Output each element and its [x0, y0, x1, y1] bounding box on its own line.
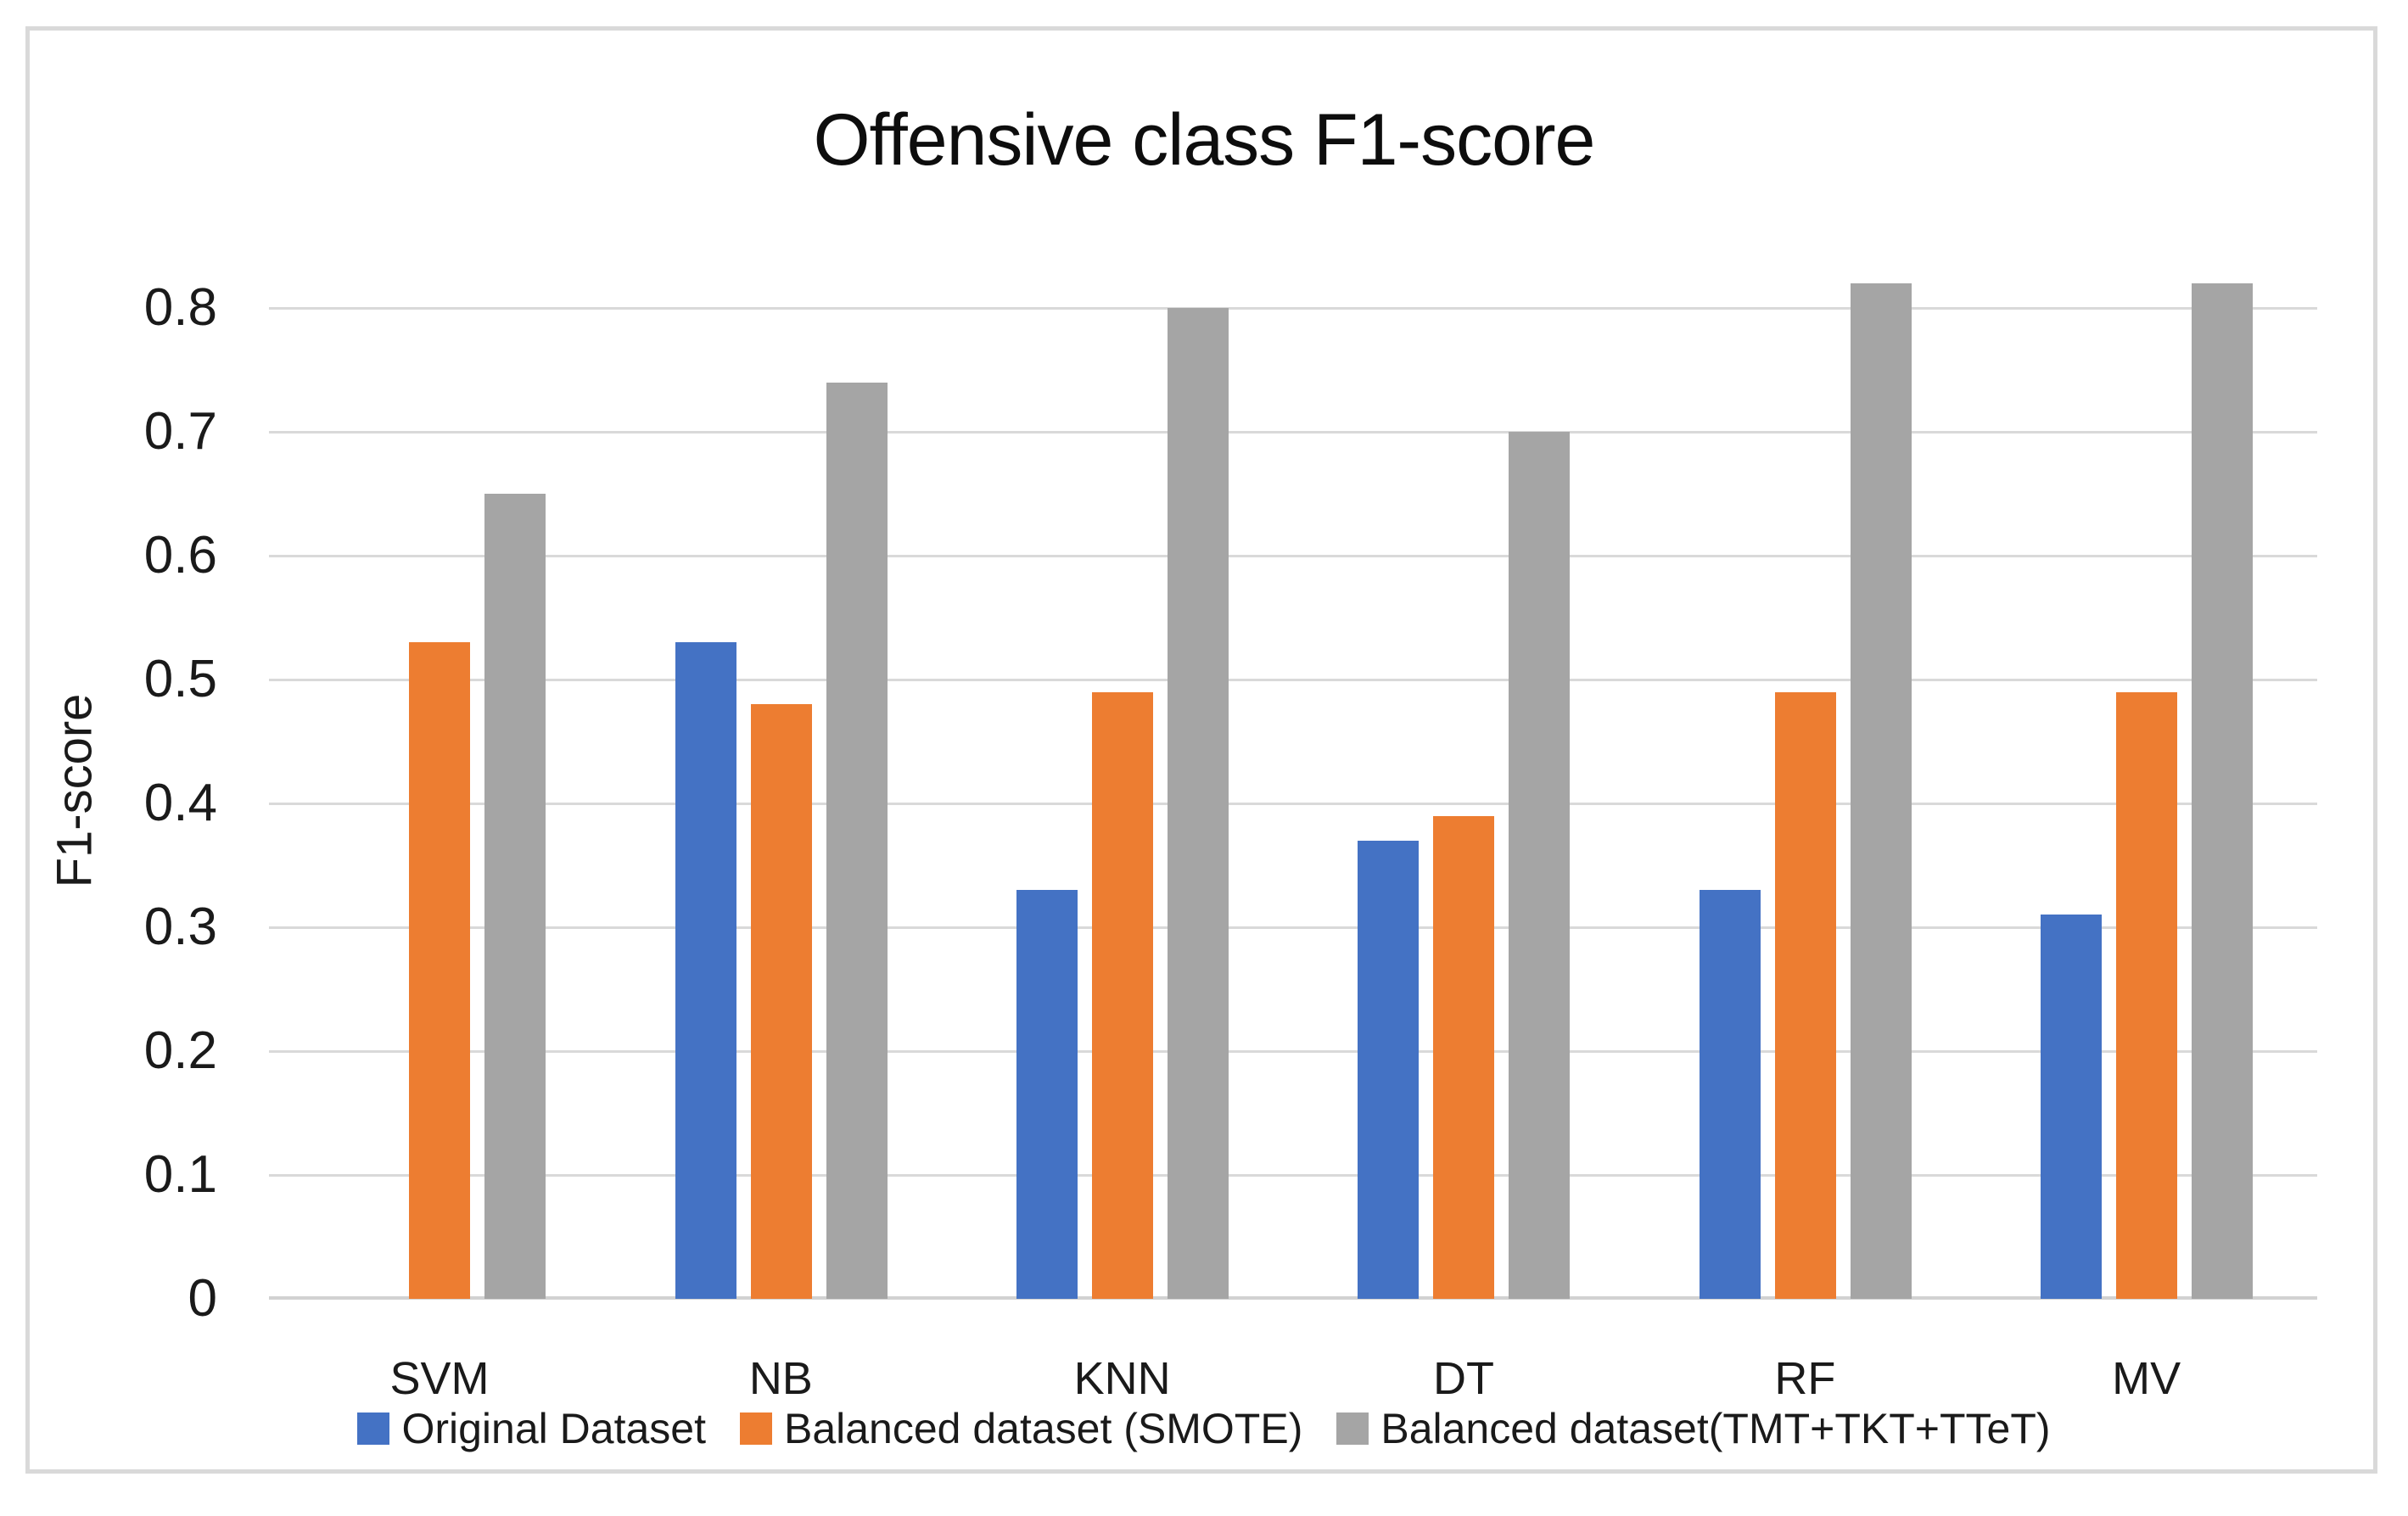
gridline — [269, 554, 2317, 557]
gridline — [269, 678, 2317, 681]
bar-svm-series2 — [409, 642, 471, 1299]
y-tick-label-0: 0 — [188, 1269, 217, 1328]
legend-item-series2: Balanced dataset (SMOTE) — [739, 1404, 1303, 1453]
bar-nb-series3 — [826, 382, 888, 1299]
chart-title: Offensive class F1-score — [813, 99, 1596, 181]
gridline — [269, 1049, 2317, 1053]
bar-dt-series3 — [1509, 432, 1571, 1299]
bar-mv-series1 — [2040, 915, 2102, 1299]
legend-item-series3: Balanced dataset(TMT+TKT+TTeT) — [1336, 1404, 2051, 1453]
legend-label: Balanced dataset(TMT+TKT+TTeT) — [1380, 1405, 2051, 1452]
x-category-label-nb: NB — [748, 1353, 813, 1404]
y-tick-label-0.2: 0.2 — [143, 1021, 217, 1081]
gridline — [269, 1173, 2317, 1177]
bar-rf-series3 — [1850, 283, 1912, 1299]
bar-rf-series2 — [1774, 691, 1836, 1299]
bar-dt-series2 — [1433, 815, 1495, 1299]
gridline — [269, 802, 2317, 805]
y-tick-label-0.4: 0.4 — [143, 774, 217, 833]
x-category-label-svm: SVM — [389, 1353, 490, 1404]
legend-swatch-icon — [357, 1413, 390, 1445]
x-category-label-knn: KNN — [1073, 1353, 1171, 1404]
legend-item-series1: Original Dataset — [357, 1404, 706, 1453]
bar-knn-series1 — [1016, 890, 1078, 1299]
gridline — [269, 306, 2317, 310]
y-tick-label-0.7: 0.7 — [143, 402, 217, 462]
bar-rf-series1 — [1699, 890, 1761, 1299]
y-tick-label-0.3: 0.3 — [143, 898, 217, 957]
x-axis-line — [269, 1296, 2317, 1300]
y-tick-label-0.6: 0.6 — [143, 526, 217, 585]
y-tick-label-0.1: 0.1 — [143, 1145, 217, 1205]
x-category-label-mv: MV — [2112, 1353, 2181, 1404]
y-tick-label-0.5: 0.5 — [143, 650, 217, 709]
legend-swatch-icon — [1336, 1413, 1369, 1445]
y-tick-label-0.8: 0.8 — [143, 278, 217, 338]
bar-svm-series3 — [484, 494, 546, 1299]
legend-swatch-icon — [739, 1413, 772, 1445]
x-category-label-dt: DT — [1433, 1353, 1494, 1404]
legend-label: Original Dataset — [401, 1405, 706, 1452]
bar-mv-series3 — [2191, 283, 2253, 1299]
legend: Original Dataset Balanced dataset (SMOTE)… — [30, 1403, 2378, 1454]
bar-nb-series2 — [750, 704, 812, 1299]
plot-area — [269, 283, 2317, 1300]
legend-label: Balanced dataset (SMOTE) — [783, 1405, 1303, 1452]
x-category-label-rf: RF — [1774, 1353, 1836, 1404]
gridline — [269, 926, 2317, 929]
bar-nb-series1 — [675, 642, 736, 1299]
bar-dt-series1 — [1358, 840, 1420, 1299]
bar-knn-series2 — [1091, 691, 1153, 1299]
bar-knn-series3 — [1167, 308, 1229, 1299]
bar-mv-series2 — [2115, 691, 2177, 1299]
gridline — [269, 430, 2317, 434]
